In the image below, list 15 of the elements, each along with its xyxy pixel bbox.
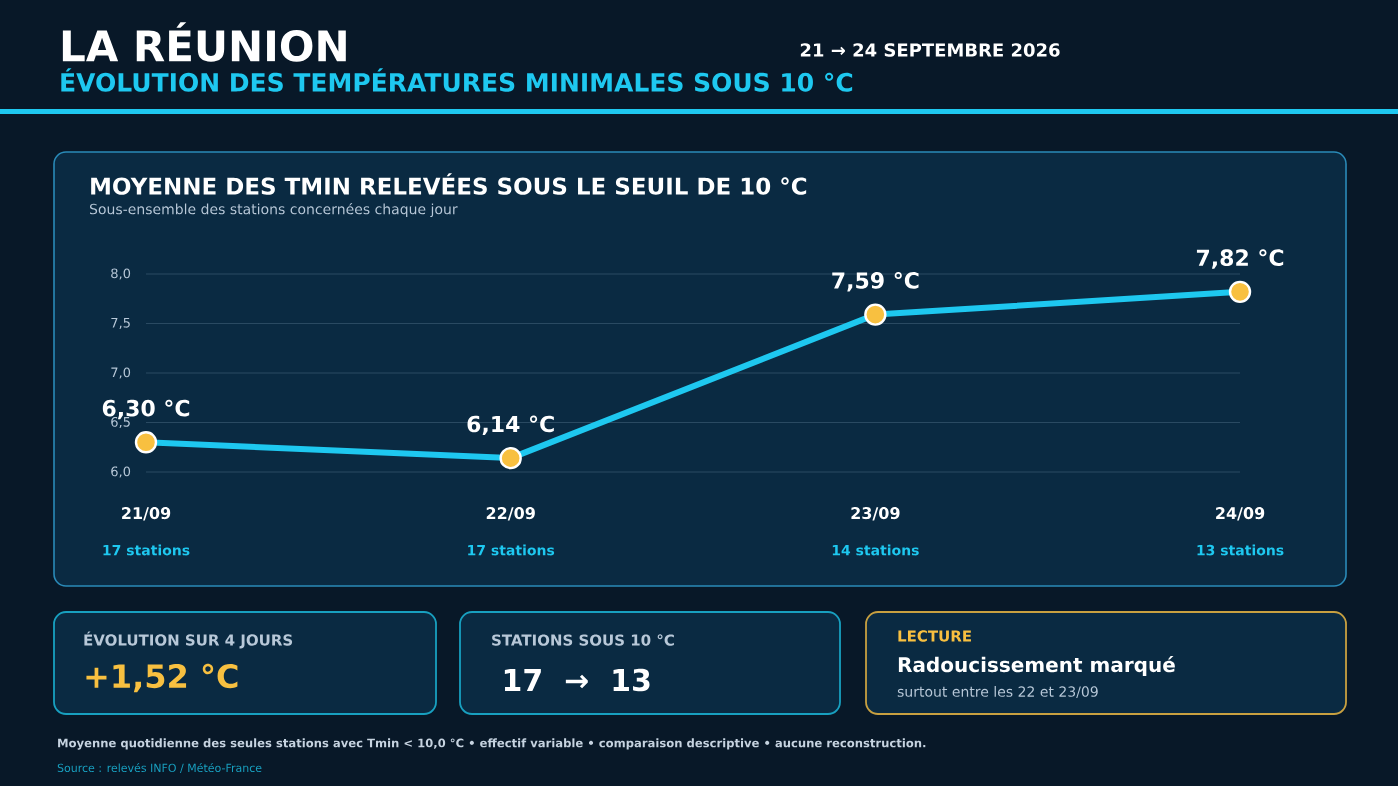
data-label: 7,82 °C — [1196, 249, 1284, 269]
data-label: 6,14 °C — [467, 415, 554, 436]
chart-title: LA RÉUNION — [62, 22, 346, 62]
text: 17 → 13 — [504, 668, 650, 692]
text: 21 → 24 SEPTEMBRE 2026 — [800, 43, 1060, 57]
x-tick-label: 21/09 — [122, 507, 171, 521]
x-tick-label: 24/09 — [1216, 507, 1265, 521]
text: +1,52 °C — [86, 663, 238, 693]
x-tick-label: 22/09 — [486, 507, 535, 521]
text: Radoucissement marqué — [898, 655, 1175, 677]
x-tick-label: 23/09 — [851, 507, 900, 521]
text: MOYENNE DES TMIN RELEVÉES SOUS LE SEUIL DE 10 °C — [91, 173, 807, 195]
chart-subtitle: ÉVOLUTION DES TEMPÉRATURES MINIMALES SOUS 10 °C — [61, 68, 853, 92]
data-label: 6,30 °C — [102, 399, 190, 420]
data-label: 7,59 °C — [832, 271, 919, 292]
